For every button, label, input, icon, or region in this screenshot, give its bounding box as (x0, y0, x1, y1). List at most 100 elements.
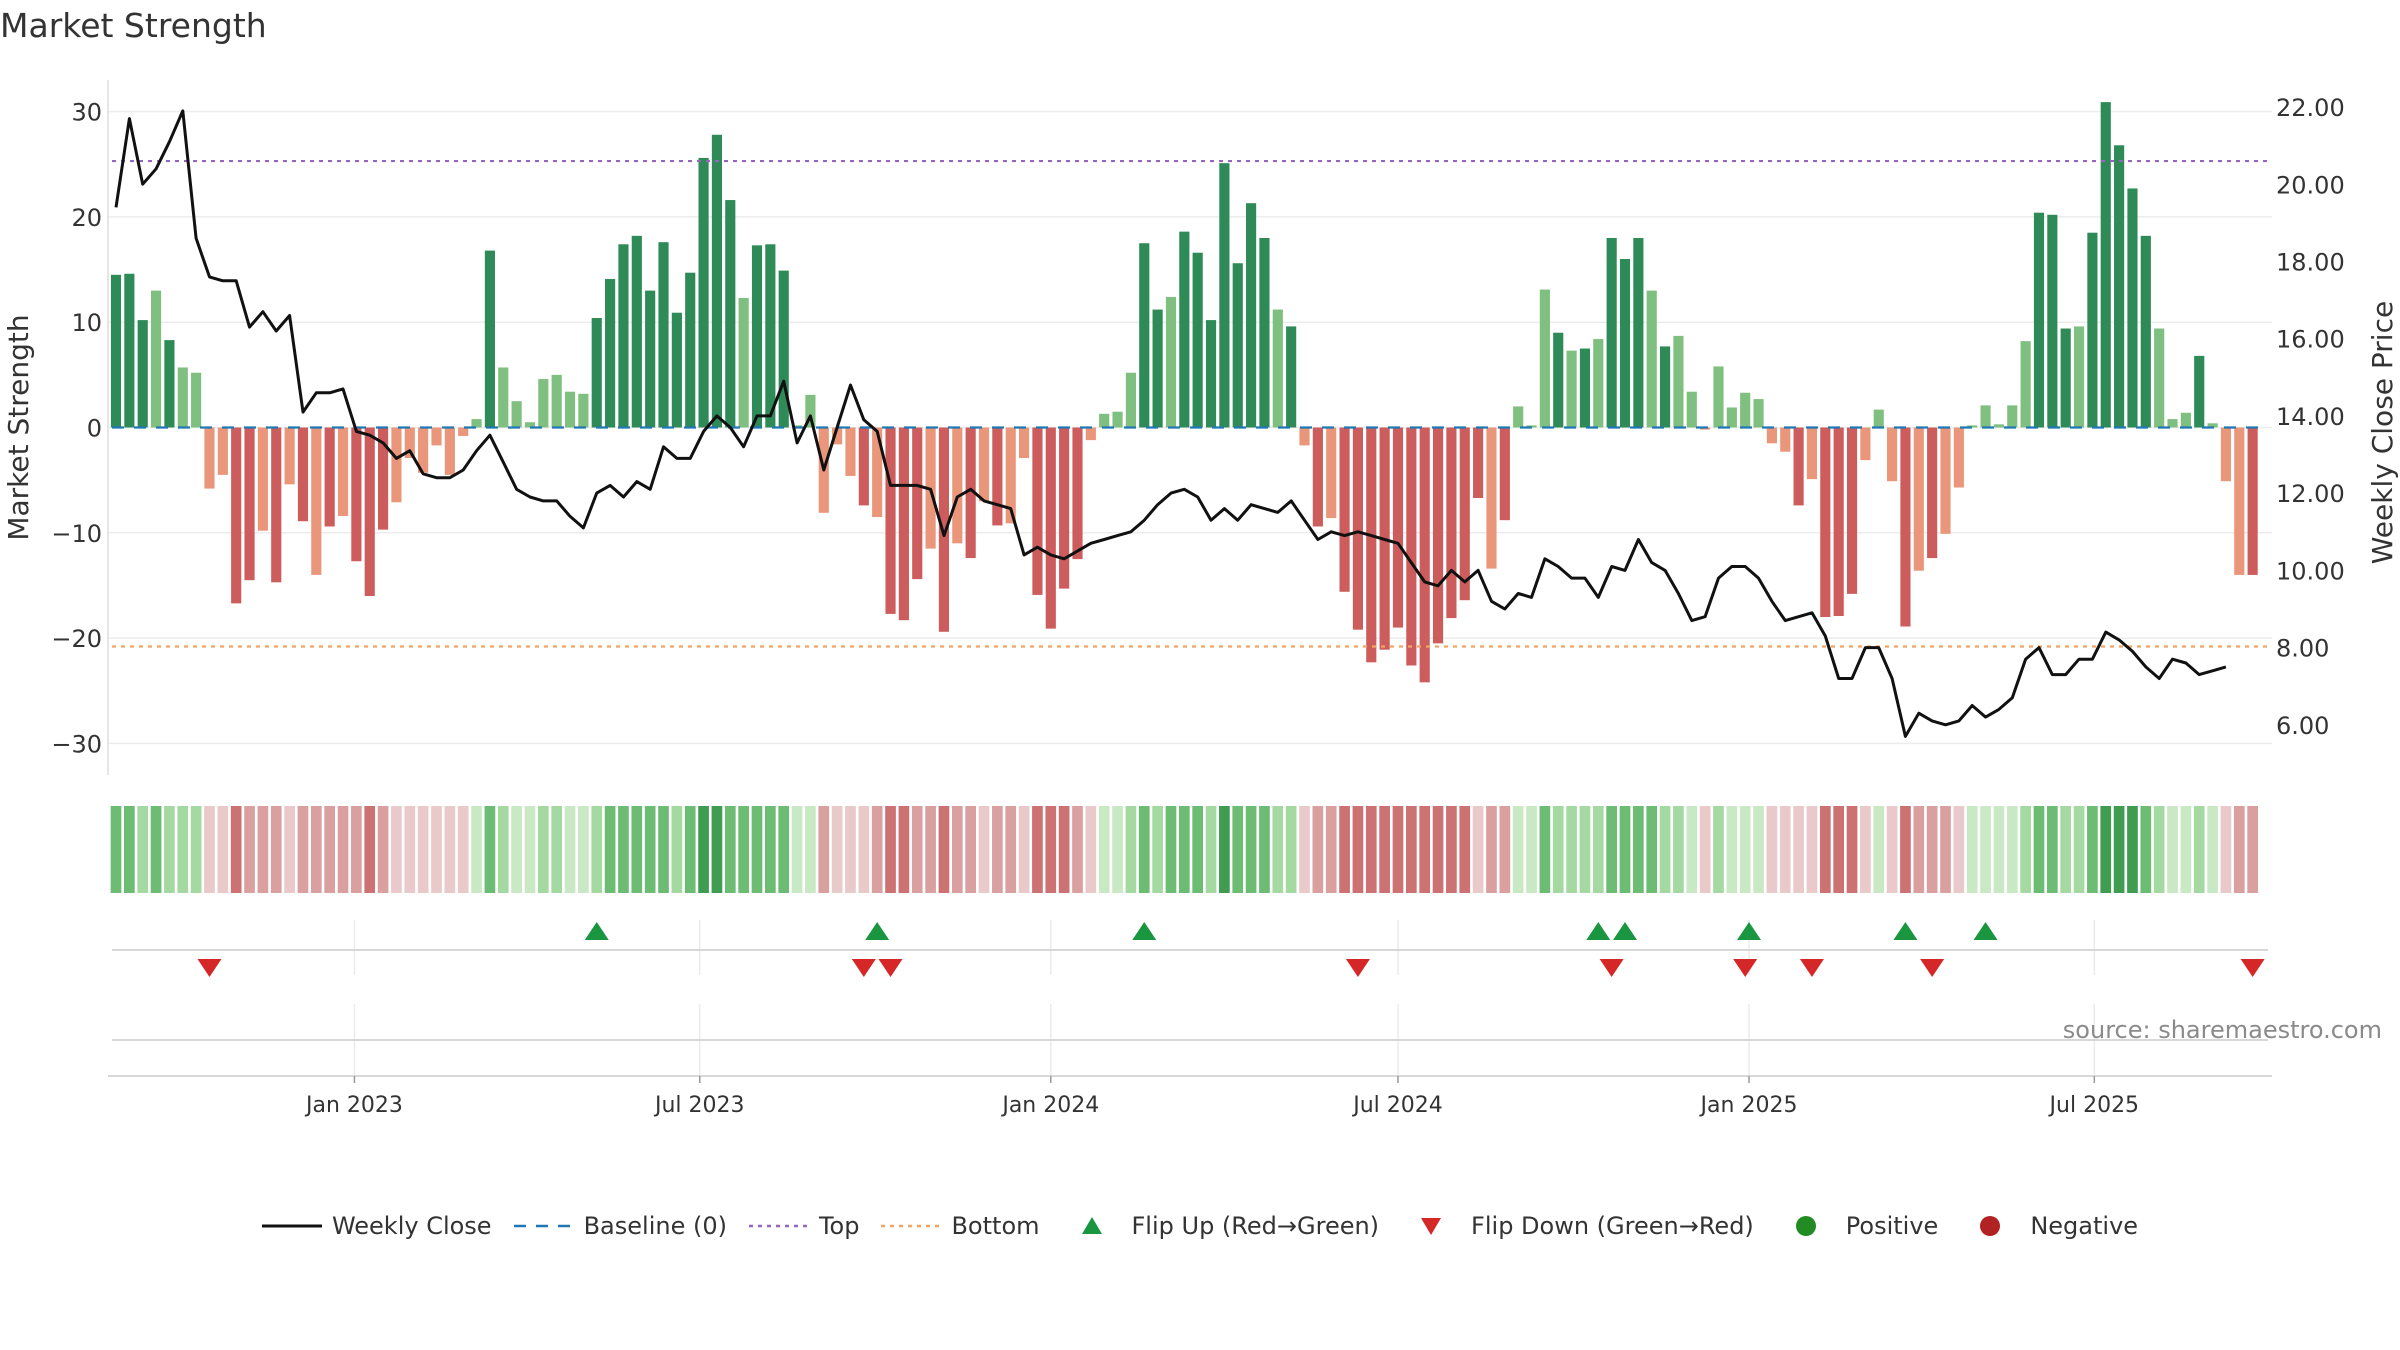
gridlines (108, 110, 2272, 1076)
strength-bar (1873, 409, 1884, 428)
ribbon-cell (270, 806, 282, 893)
ribbon-cell (2060, 806, 2072, 893)
y2-tick-label: 10.00 (2276, 557, 2345, 585)
strength-bar (2154, 328, 2165, 428)
ribbon-cell (591, 806, 603, 893)
y-tick-label: −30 (51, 730, 102, 758)
strength-bar (765, 244, 776, 428)
ribbon-cell (1980, 806, 1991, 893)
strength-bar (511, 401, 522, 428)
strength-bar (551, 374, 562, 428)
ribbon-cell (805, 806, 816, 893)
y2-axis-label: Weekly Close Price (2366, 301, 2399, 564)
strength-bar (1179, 231, 1190, 428)
strength-bar (1860, 427, 1871, 461)
strength-bar (2073, 326, 2085, 428)
legend-item-bottom: Bottom (881, 1212, 1040, 1240)
strength-bar (845, 427, 856, 476)
legend-symbol-positive (1795, 1216, 1816, 1236)
legend-label: Negative (2030, 1212, 2139, 1240)
x-tick-label: Jan 2024 (1000, 1093, 1099, 1118)
strength-bar (1165, 296, 1177, 428)
ribbon-cell (2207, 806, 2218, 893)
ribbon-cell (978, 806, 990, 893)
strength-bar (538, 379, 549, 428)
legend-item-baseline: Baseline (0) (513, 1212, 727, 1240)
ribbon-cell (1633, 806, 1644, 893)
strength-bar (524, 422, 536, 428)
strength-bar (1673, 335, 1684, 428)
strength-bar (1459, 427, 1470, 601)
ribbon-cell (2193, 806, 2205, 893)
strength-bar (1553, 332, 1564, 428)
flip-down-marker (851, 959, 876, 977)
ribbon-cell (1873, 806, 1885, 893)
strength-bar (164, 340, 175, 428)
strength-bar (898, 427, 909, 621)
ribbon-cell (658, 806, 669, 893)
ribbon-cell (1072, 806, 1083, 893)
ribbon-cell (2100, 806, 2112, 893)
y-tick-label: 20 (71, 204, 102, 232)
y-tick-label: −10 (51, 520, 102, 548)
ribbon-cell (1459, 806, 1471, 893)
ribbon-cell (177, 806, 189, 893)
strength-bar (1446, 427, 1457, 619)
y-tick-label: 30 (71, 99, 102, 127)
ribbon-cell (1005, 806, 1017, 893)
strength-bar (1219, 163, 1230, 428)
strength-bar (1085, 427, 1096, 441)
ribbon-cell (1432, 806, 1444, 893)
ribbon-cell (230, 806, 242, 893)
ribbon-cell (457, 806, 469, 893)
ribbon-cell (1659, 806, 1671, 893)
legend-symbol-negative (1980, 1216, 2001, 1236)
ribbon-cell (1219, 806, 1230, 893)
ribbon-cell (377, 806, 389, 893)
ribbon-cell (765, 806, 776, 893)
strength-bar (378, 427, 389, 530)
strength-bar (1513, 406, 1524, 428)
strength-bar (1806, 427, 1818, 480)
strength-bar (1486, 427, 1497, 569)
strength-bar (284, 427, 295, 485)
y2-tick-label: 8.00 (2276, 635, 2329, 663)
strength-bar (1125, 372, 1136, 428)
strength-bar (1646, 290, 1657, 428)
ribbon-cell (871, 806, 883, 893)
ribbon-cell (1365, 806, 1377, 893)
ribbon-cell (1900, 806, 1911, 893)
strength-bar (177, 367, 188, 428)
strength-bar (498, 367, 509, 428)
ribbon-cell (1245, 806, 1257, 893)
strength-bar (952, 427, 963, 544)
ribbon-cell (885, 806, 896, 893)
strength-bar (671, 312, 682, 428)
ribbon-cell (738, 806, 749, 893)
ribbon-cell (1966, 806, 1978, 893)
strength-bar (2167, 419, 2178, 428)
y-axis-label: Market Strength (2, 314, 35, 540)
flip-up-marker (1613, 922, 1638, 940)
x-tick-label: Jul 2024 (1351, 1093, 1443, 1118)
strength-bar (658, 242, 669, 428)
strength-bar (832, 427, 843, 445)
strength-bar (685, 272, 696, 428)
strength-bar (751, 245, 763, 428)
ribbon-cell (497, 806, 509, 893)
ribbon-cell (484, 806, 496, 893)
ribbon-cell (1566, 806, 1577, 893)
flip-up-marker (1737, 922, 1762, 940)
flip-down-marker (2240, 959, 2265, 977)
ribbon-cell (1779, 806, 1791, 893)
strength-bar (1633, 237, 1644, 428)
ribbon-cell (1606, 806, 1617, 893)
legend-symbol-bottom (881, 1224, 942, 1228)
strength-bar (271, 427, 282, 583)
legend-label: Bottom (951, 1212, 1040, 1240)
strength-bar (2194, 355, 2205, 428)
strength-bar (858, 427, 869, 506)
ribbon-cell (1860, 806, 1871, 893)
flip-up-marker (1132, 922, 1157, 940)
